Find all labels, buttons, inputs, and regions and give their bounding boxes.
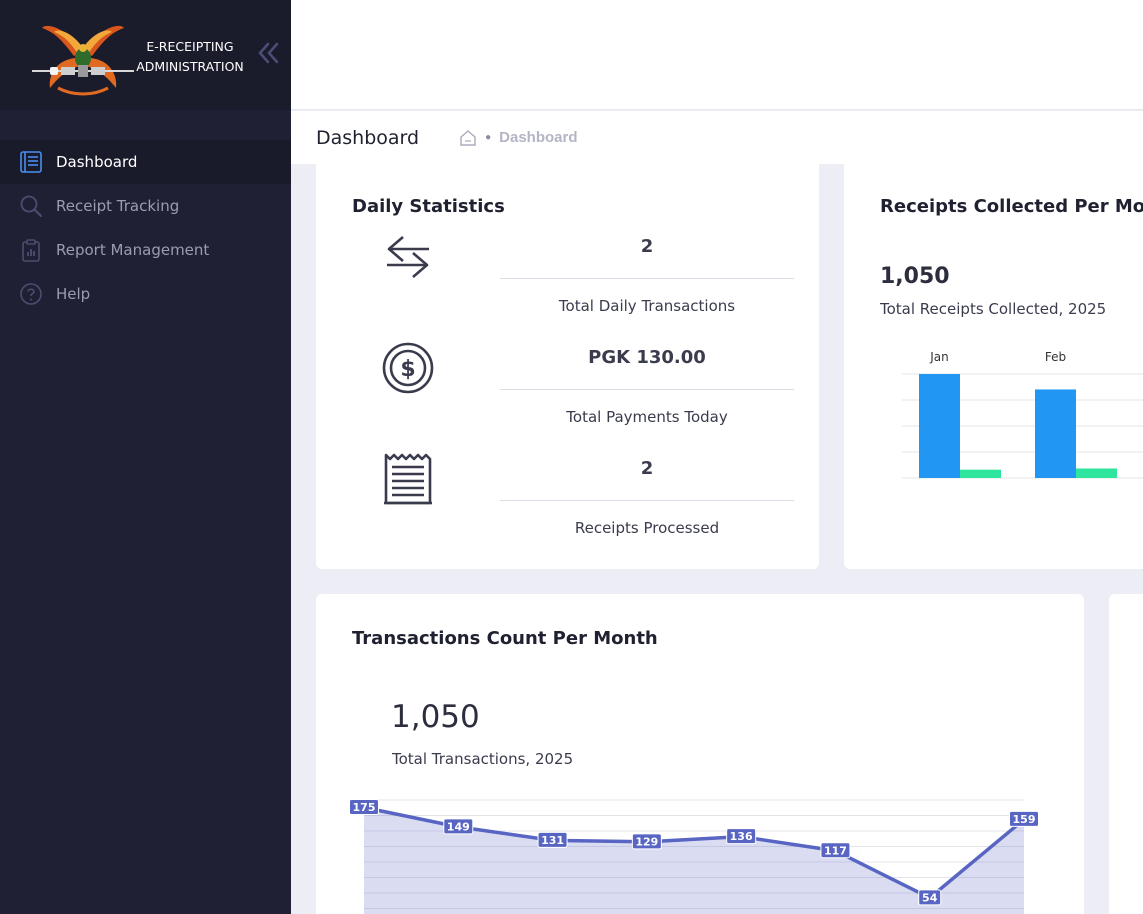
data-label-box xyxy=(349,798,379,815)
divider xyxy=(500,389,794,390)
sidebar-item-label: Receipt Tracking xyxy=(56,197,180,215)
card-title: Daily Statistics xyxy=(352,196,505,217)
page-title: Dashboard xyxy=(316,126,420,149)
partial-card xyxy=(1109,594,1143,914)
receipts-total: 1,050 xyxy=(880,264,950,289)
bar xyxy=(1035,389,1076,478)
receipts-collected-card: Receipts Collected Per Month 1,050 Total… xyxy=(844,164,1143,569)
area-fill xyxy=(364,807,1024,914)
sidebar-item-label: Report Management xyxy=(56,241,210,259)
clipboard-chart-icon xyxy=(18,237,44,263)
bar xyxy=(919,374,960,478)
data-label-box xyxy=(1009,810,1039,827)
series-line xyxy=(363,805,1026,900)
data-label-box xyxy=(537,831,568,848)
page-subheader: Dashboard ● Dashboard xyxy=(291,111,1143,164)
sidebar: E-RECEIPTING ADMINISTRATION Dashboard xyxy=(0,0,291,914)
sidebar-nav: Dashboard Receipt Tracking xyxy=(0,140,291,316)
sidebar-item-receipt-tracking[interactable]: Receipt Tracking xyxy=(0,184,291,228)
collapse-sidebar-icon[interactable] xyxy=(256,40,280,66)
card-title: Transactions Count Per Month xyxy=(352,628,658,649)
bar xyxy=(960,469,1001,478)
stat-value: 2 xyxy=(640,458,654,479)
receipts-bar-chart: Jan Feb xyxy=(902,350,1143,479)
breadcrumb-separator: ● xyxy=(485,132,492,143)
stat-value: PGK 130.00 xyxy=(588,347,706,368)
data-label: 149 xyxy=(447,820,470,833)
data-label: 117 xyxy=(824,844,847,857)
data-label-box xyxy=(631,833,662,850)
data-label-box xyxy=(820,842,851,859)
data-label: 129 xyxy=(635,835,658,848)
data-label: 175 xyxy=(353,801,376,814)
sidebar-item-help[interactable]: Help xyxy=(0,272,291,316)
help-circle-icon xyxy=(18,281,44,307)
list-icon xyxy=(18,149,44,175)
data-label-box xyxy=(443,818,474,835)
sidebar-item-report-management[interactable]: Report Management xyxy=(0,228,291,272)
divider xyxy=(500,278,794,279)
data-label-box xyxy=(918,889,942,906)
card-title: Receipts Collected Per Month xyxy=(880,196,1143,217)
stat-label: Total Payments Today xyxy=(566,408,728,426)
top-header xyxy=(291,0,1143,110)
dollar-coin-icon: $ xyxy=(378,338,438,398)
png-emblem-logo xyxy=(32,25,134,96)
divider xyxy=(500,500,794,501)
sidebar-item-label: Dashboard xyxy=(56,153,138,171)
receipt-icon xyxy=(378,448,438,508)
brand-header: E-RECEIPTING ADMINISTRATION xyxy=(0,0,291,110)
data-label-box xyxy=(726,828,757,845)
search-icon xyxy=(18,193,44,219)
sidebar-item-label: Help xyxy=(56,285,91,303)
brand-title: E-RECEIPTING ADMINISTRATION xyxy=(130,37,250,77)
bar xyxy=(1076,468,1117,478)
transfer-arrows-icon xyxy=(378,226,438,286)
bar-category-label: Feb xyxy=(1045,350,1066,364)
brand-line-2: ADMINISTRATION xyxy=(136,59,244,74)
bar-category-label: Jan xyxy=(929,350,949,364)
transactions-total: 1,050 xyxy=(391,699,480,735)
data-label: 136 xyxy=(730,830,753,843)
stat-label: Total Daily Transactions xyxy=(558,297,736,315)
stat-value: 2 xyxy=(640,236,654,257)
brand-line-1: E-RECEIPTING xyxy=(146,39,234,54)
stat-label: Receipts Processed xyxy=(574,519,720,537)
breadcrumb-current: Dashboard xyxy=(499,129,578,146)
svg-text:$: $ xyxy=(400,357,415,382)
data-label: 131 xyxy=(541,834,564,847)
sidebar-item-dashboard[interactable]: Dashboard xyxy=(0,140,291,184)
transactions-area-chart: 175 149 131 129 136 117 54 159 xyxy=(349,798,1039,914)
breadcrumb: ● Dashboard xyxy=(459,129,578,147)
data-label: 159 xyxy=(1013,813,1036,826)
daily-statistics-card: Daily Statistics 2 Total Daily Transacti… xyxy=(316,164,819,569)
transactions-total-label: Total Transactions, 2025 xyxy=(392,750,574,768)
transactions-count-card: Transactions Count Per Month 1,050 Total… xyxy=(316,594,1084,914)
home-icon[interactable] xyxy=(459,129,477,147)
receipts-total-label: Total Receipts Collected, 2025 xyxy=(880,300,1107,318)
data-label: 54 xyxy=(922,891,938,904)
